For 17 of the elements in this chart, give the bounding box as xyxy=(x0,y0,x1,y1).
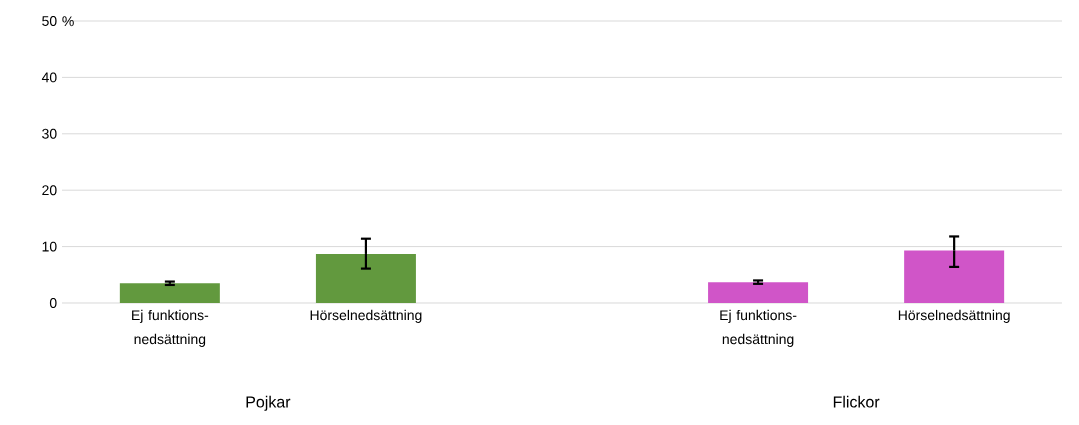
text: Pojkar xyxy=(246,395,291,411)
y-axis-title: % xyxy=(62,16,74,27)
bar xyxy=(904,250,1005,303)
y-tick-label: 50 xyxy=(42,16,57,26)
y-tick-label: 0 xyxy=(49,298,57,308)
y-tick-label: 30 xyxy=(42,128,57,139)
y-tick-label: 40 xyxy=(41,72,57,83)
bar xyxy=(119,283,220,303)
text: Flickor xyxy=(833,395,880,408)
y-tick-label: 20 xyxy=(42,185,57,196)
x-tick-label: Ej funktions-nedsättning xyxy=(132,309,209,347)
bar xyxy=(315,253,416,303)
y-tick-label: 10 xyxy=(42,241,57,252)
x-tick-label: Hörselnedsättning xyxy=(310,309,422,323)
x-tick-label: Hörselnedsättning xyxy=(898,309,1010,323)
bar xyxy=(708,282,809,303)
x-tick-label: Ej funktions-nedsättning xyxy=(720,309,797,347)
